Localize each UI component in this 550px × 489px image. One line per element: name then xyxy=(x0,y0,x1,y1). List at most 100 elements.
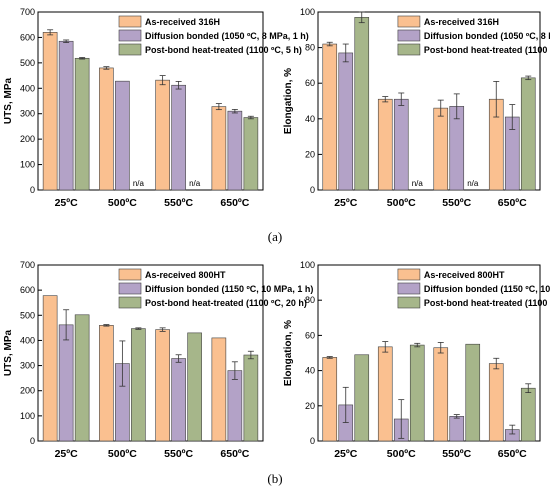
x-category-label: 25ºC xyxy=(334,448,358,460)
legend-label: Post-bond heat-treated (1100 ºC, 20 h) xyxy=(145,298,307,308)
plot-frame xyxy=(37,264,264,442)
bar-1-25C xyxy=(322,357,338,442)
x-category-label: 500ºC xyxy=(387,197,416,209)
x-category-label: 500ºC xyxy=(108,197,137,209)
y-tick-label: 60 xyxy=(305,330,315,340)
legend-swatch xyxy=(118,296,142,309)
bar-1-25C xyxy=(322,43,338,191)
legend-swatch xyxy=(397,268,421,281)
legend-swatch xyxy=(397,29,421,42)
y-tick-label: 700 xyxy=(20,260,35,270)
legend-label: Post-bond heat-treated (1100 ºC, 20 h) xyxy=(424,298,550,308)
legend-label: Diffusion bonded (1150 ºC, 10 MPa, 1 h) xyxy=(424,284,550,294)
bar-1-500C xyxy=(99,67,114,191)
na-label: n/a xyxy=(412,179,424,188)
x-category-label: 650ºC xyxy=(220,197,249,209)
legend-swatch xyxy=(118,15,142,28)
legend-label: Diffusion bonded (1050 ºC, 8 MPa, 1 h) xyxy=(424,31,550,41)
bar-1-500C xyxy=(99,325,114,442)
na-label: n/a xyxy=(467,179,479,188)
legend-swatch xyxy=(397,15,421,28)
y-tick-label: 40 xyxy=(305,114,315,124)
y-tick-label: 600 xyxy=(20,32,35,42)
bar-3-550C xyxy=(187,332,202,442)
legend-label: Diffusion bonded (1150 ºC, 10 MPa, 1 h) xyxy=(145,284,313,294)
bar-3-650C xyxy=(520,77,536,191)
x-category-label: 550ºC xyxy=(164,448,193,460)
y-tick-label: 0 xyxy=(30,436,35,446)
bar-3-650C xyxy=(243,117,259,191)
chart-4: 0 20 40 60 80 100 Elongation, % 25ºC 500ºC 550ºC 6… xyxy=(283,260,550,460)
bar-2-25C xyxy=(58,324,74,442)
y-tick-label: 0 xyxy=(30,185,35,195)
plot-frame xyxy=(317,11,541,191)
bar-1-650C xyxy=(488,363,504,442)
y-tick-label: 80 xyxy=(305,295,315,305)
x-category-label: 500ºC xyxy=(387,448,416,460)
bar-1-650C xyxy=(211,106,227,191)
bar-3-25C xyxy=(74,314,90,442)
legend-swatch xyxy=(118,43,142,56)
legend-swatch xyxy=(118,282,142,295)
legend-label: Post-bond heat-treated (1100 ºC, 5 h) xyxy=(424,45,550,55)
y-tick-label: 300 xyxy=(20,361,35,371)
y-tick-label: 60 xyxy=(305,78,315,88)
y-tick-label: 100 xyxy=(300,260,315,270)
legend-swatch xyxy=(118,268,142,281)
chart-1: 0 100 200 300 400 500 600 700 UTS, MPa 25ºC n/a 500… xyxy=(3,7,309,209)
plot-frame xyxy=(317,264,541,442)
x-category-label: 25ºC xyxy=(334,197,358,209)
bar-3-500C xyxy=(409,344,425,442)
bar-2-25C xyxy=(58,40,74,191)
y-tick-label: 100 xyxy=(20,160,35,170)
plot-frame xyxy=(37,11,264,191)
x-category-label: 25ºC xyxy=(55,448,79,460)
bar-3-25C xyxy=(354,17,370,191)
y-tick-label: 200 xyxy=(20,386,35,396)
y-axis-title: Elongation, % xyxy=(283,320,294,386)
legend-label: Diffusion bonded (1050 ºC, 8 MPa, 1 h) xyxy=(145,31,309,41)
legend-label: As-received 316H xyxy=(145,17,220,27)
y-tick-label: 100 xyxy=(300,7,315,17)
y-tick-label: 20 xyxy=(305,401,315,411)
y-tick-label: 400 xyxy=(20,83,35,93)
legend-swatch xyxy=(397,43,421,56)
bar-2-550C xyxy=(171,358,186,442)
bar-3-500C xyxy=(131,328,146,442)
x-category-label: 550ºC xyxy=(164,197,193,209)
bar-3-25C xyxy=(354,354,370,442)
x-category-label: 650ºC xyxy=(498,448,527,460)
na-label: n/a xyxy=(189,179,201,188)
legend-label: As-received 316H xyxy=(424,17,499,27)
bar-1-550C xyxy=(155,329,170,442)
y-axis-title: UTS, MPa xyxy=(3,330,14,377)
x-category-label: 550ºC xyxy=(442,197,471,209)
y-tick-label: 80 xyxy=(305,43,315,53)
y-axis-title: UTS, MPa xyxy=(3,78,14,125)
y-axis-title: Elongation, % xyxy=(283,68,294,134)
y-tick-label: 200 xyxy=(20,134,35,144)
panel-label-b: (b) xyxy=(267,471,282,486)
bar-1-550C xyxy=(433,347,449,442)
legend-swatch xyxy=(397,296,421,309)
bar-3-550C xyxy=(465,343,481,442)
legend-label: Post-bond heat-treated (1100 ºC, 5 h) xyxy=(145,45,302,55)
bar-2-25C xyxy=(338,52,354,191)
bar-2-650C xyxy=(227,110,243,191)
bar-1-500C xyxy=(377,346,393,442)
y-tick-label: 300 xyxy=(20,109,35,119)
panel-label-a: (a) xyxy=(268,229,282,244)
x-category-label: 650ºC xyxy=(220,448,249,460)
bar-3-650C xyxy=(520,387,536,442)
bar-2-650C xyxy=(227,370,243,442)
x-category-label: 25ºC xyxy=(55,197,79,209)
bar-1-650C xyxy=(211,337,227,442)
y-tick-label: 0 xyxy=(310,436,315,446)
legend-swatch xyxy=(397,282,421,295)
bar-1-25C xyxy=(42,32,58,191)
bar-2-500C xyxy=(115,80,130,191)
y-tick-label: 500 xyxy=(20,310,35,320)
y-tick-label: 20 xyxy=(305,149,315,159)
bar-1-500C xyxy=(377,98,393,191)
y-tick-label: 700 xyxy=(20,7,35,17)
